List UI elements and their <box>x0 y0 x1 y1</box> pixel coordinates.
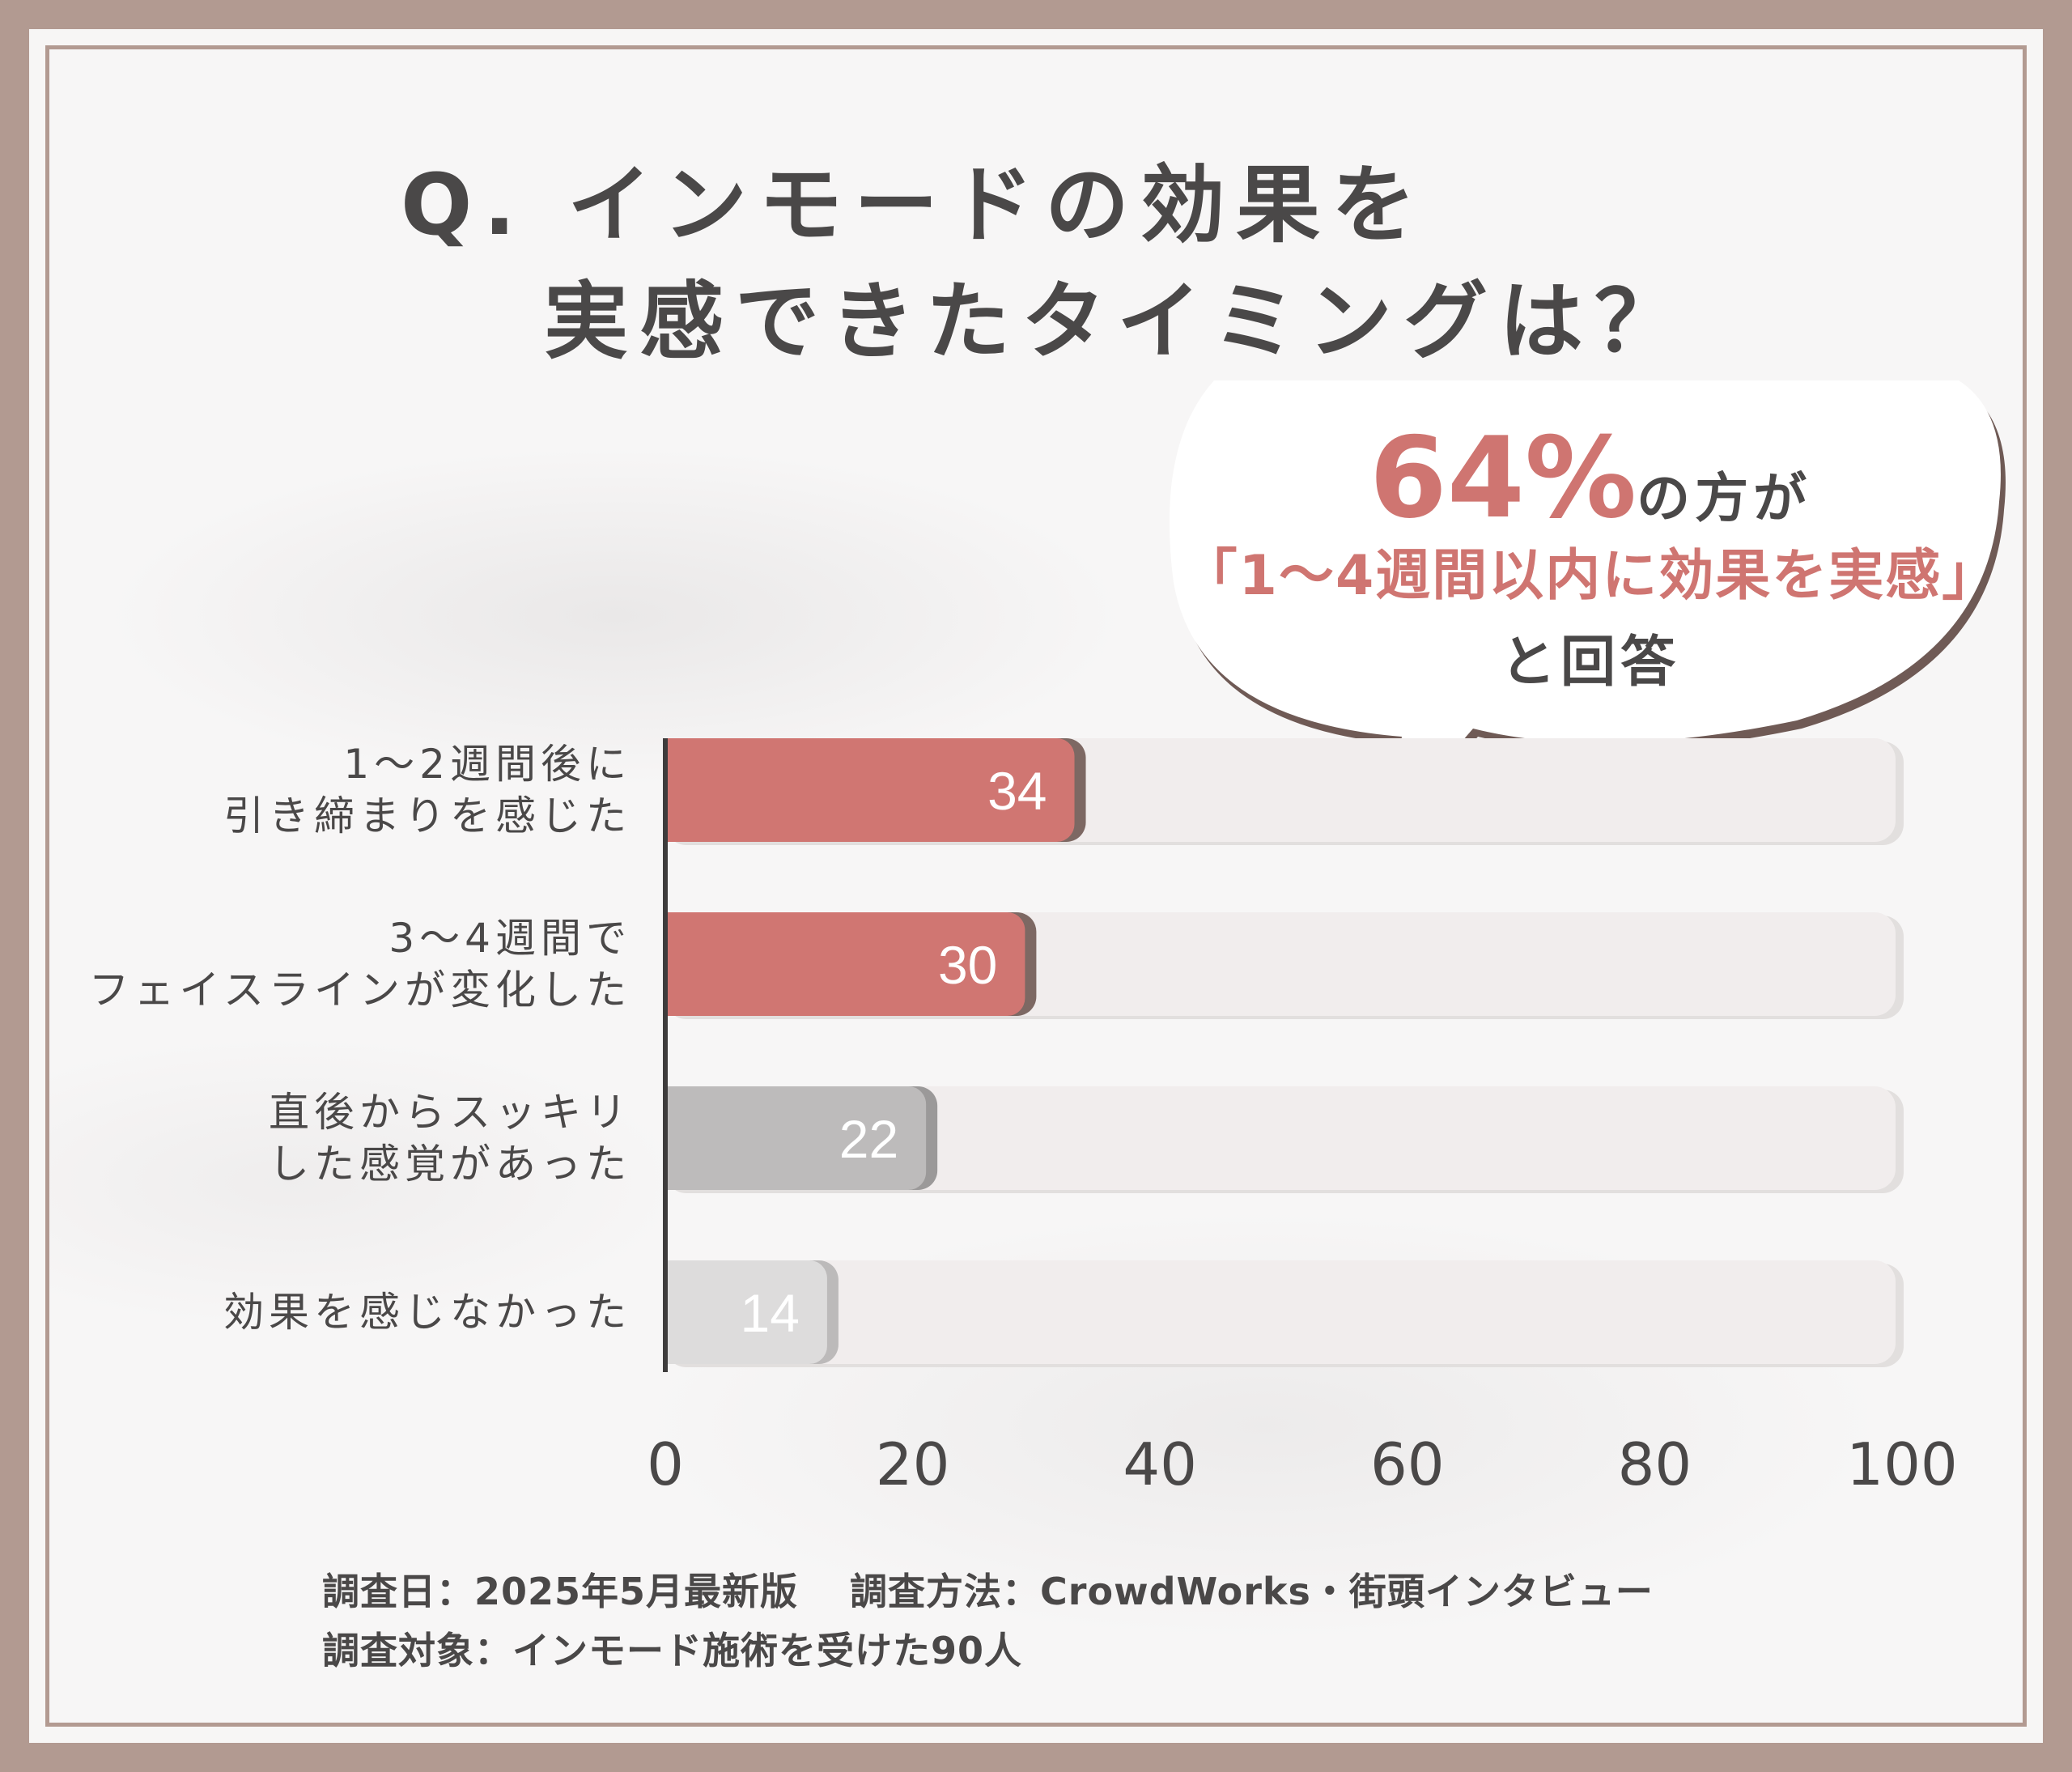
bar-value-label: 30 <box>938 935 997 995</box>
bar-track <box>665 1260 1896 1364</box>
x-tick-label: 20 <box>876 1430 950 1498</box>
category-label-line: 直後からスッキリ <box>269 1089 631 1136</box>
footer-line-1: 調査日：2025年5月最新版 調査方法：CrowdWorks・街頭インタビュー <box>322 1562 1654 1616</box>
bar-left-cap <box>665 1260 698 1364</box>
bar-track <box>665 1086 1896 1190</box>
category-label-line: 3～4週間で <box>388 915 631 962</box>
category-label-line: した感覚があった <box>269 1141 631 1188</box>
survey-date: 調査日：2025年5月最新版 <box>322 1570 799 1613</box>
callout-percent: 64% <box>1369 413 1637 543</box>
x-tick-label: 80 <box>1618 1430 1692 1498</box>
survey-target: 調査対象：インモード施術を受けた90人 <box>322 1629 1023 1672</box>
category-label: 効果を感じなかった <box>223 1286 631 1338</box>
bar-value-label: 34 <box>987 761 1047 821</box>
bar <box>665 1260 827 1364</box>
callout-line-3: と回答 <box>1500 631 1680 695</box>
callout-line-2: 「1～4週間以内に効果を実感」 <box>1182 544 1999 608</box>
title-line-2: 実感できたタイミングは？ <box>544 272 1691 371</box>
x-tick-label: 60 <box>1370 1430 1445 1498</box>
survey-method: 調査方法：CrowdWorks・街頭インタビュー <box>850 1570 1654 1613</box>
bar <box>665 912 1025 1016</box>
callout-line-1-rest: の方が <box>1637 467 1812 529</box>
inner-frame <box>45 45 2027 1727</box>
category-label: 直後からスッキリ した感覚があった <box>269 1086 631 1190</box>
category-label-line: 1～2週間後に <box>343 741 631 788</box>
category-label: 3～4週間でフェイスラインが変化した <box>89 912 632 1016</box>
bar <box>665 738 1075 842</box>
bar-value-label: 22 <box>839 1109 898 1169</box>
category-label: 1～2週間後に引き締まりを感じた <box>223 738 631 842</box>
bar-left-cap <box>665 1086 698 1190</box>
x-tick-label: 40 <box>1123 1430 1197 1498</box>
category-label-line: フェイスラインが変化した <box>88 967 631 1013</box>
x-tick-label: 0 <box>647 1430 684 1498</box>
callout-line-1: 64%の方が <box>1182 413 1999 543</box>
title-line-1: Q. インモードの効果を <box>401 155 1428 254</box>
bar <box>665 1086 927 1190</box>
x-tick-label: 100 <box>1846 1430 1957 1498</box>
bar-left-cap <box>665 912 698 1016</box>
bar-left-cap <box>665 738 698 842</box>
bar-value-label: 14 <box>740 1283 799 1343</box>
category-label-line: 引き締まりを感じた <box>223 793 631 839</box>
category-label-line: 効果を感じなかった <box>223 1289 631 1336</box>
